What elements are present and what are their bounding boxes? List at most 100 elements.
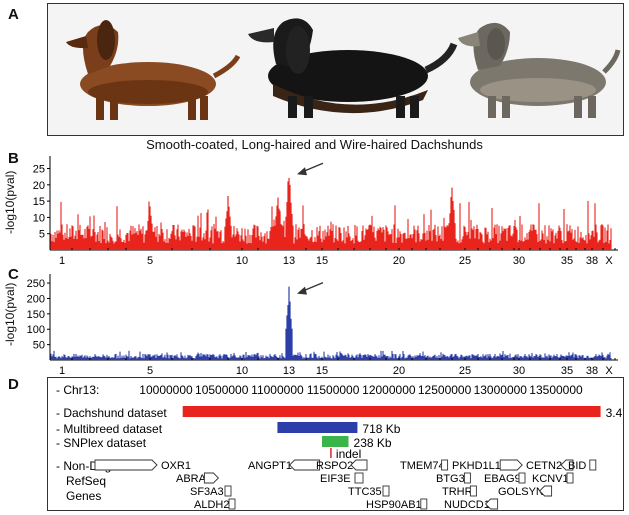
y-tick-label: 200 (27, 293, 45, 305)
x-tick-label: 13 (283, 255, 295, 267)
dataset-bar (322, 436, 349, 447)
x-tick-label: X (605, 365, 613, 376)
dog-illustrations (66, 18, 621, 120)
y-tick-label: 50 (33, 340, 45, 352)
gene-box (203, 472, 220, 484)
position-tick-label: 10500000 (195, 383, 249, 397)
gene-label: HSP90AB1 (366, 499, 422, 510)
gene-box (484, 498, 499, 510)
gene-box (589, 459, 597, 471)
indel-label: indel (336, 447, 361, 461)
data-series (50, 350, 612, 360)
position-tick-label: 12500000 (418, 383, 472, 397)
x-tick-label: 13 (283, 365, 295, 376)
x-tick-label: X (605, 255, 613, 267)
y-tick-label: 5 (39, 229, 45, 241)
y-tick-label: 15 (33, 196, 45, 208)
gene-box (288, 459, 321, 471)
smooth-coated-dog (66, 20, 241, 120)
x-tick-label: 25 (459, 365, 471, 376)
gene-label: ABRA (176, 473, 207, 485)
locus-panel: - Chr13: 10000000 10500000 11000000 11500000… (47, 377, 629, 511)
gene-box (228, 498, 236, 510)
y-tick-label: 100 (27, 324, 45, 336)
gene-label: RSPO2 (316, 460, 353, 472)
gene-box (350, 459, 368, 471)
y-tick-label: 10 (33, 212, 45, 224)
dataset-size-label: 718 Kb (362, 422, 400, 436)
gene-box (224, 485, 232, 497)
gene-label: GOLSYN (498, 486, 544, 498)
y-tick-label: 25 (33, 164, 45, 176)
position-tick-label: 11000000 (251, 383, 304, 397)
y-tick-label: 250 (27, 278, 45, 290)
gene-box (441, 459, 449, 471)
gene-label: BTG3 (436, 473, 465, 485)
gene-label: EBAG9 (484, 473, 521, 485)
panel-label-b: B (8, 150, 19, 167)
position-tick-label: 13500000 (529, 383, 583, 397)
genes-label: Genes (66, 489, 101, 503)
data-series (50, 200, 612, 250)
position-tick-label: 10000000 (139, 383, 193, 397)
panel-label-d: D (8, 376, 19, 393)
gene-box (382, 485, 390, 497)
gene-label: SF3A3 (190, 486, 224, 498)
gene-label: TMEM74 (400, 460, 445, 472)
gene-box (538, 485, 553, 497)
gene-box (469, 485, 477, 497)
gene-label: OXR1 (161, 460, 191, 472)
gene-label: TRHR (442, 486, 473, 498)
chr-axis-label: - Chr13: (56, 383, 99, 397)
position-tick-label: 13000000 (474, 383, 528, 397)
genes-label: RefSeq (66, 474, 106, 488)
x-tick-label: 1 (59, 365, 65, 376)
gene-box (560, 459, 574, 471)
gene-label: ANGPT1 (248, 460, 292, 472)
dachshund-photos (47, 3, 624, 136)
dataset-size-label: 238 Kb (354, 436, 392, 450)
gene-label: KCNV1 (532, 473, 569, 485)
panel-label-a: A (8, 6, 19, 23)
wire-haired-dog (458, 22, 621, 118)
arrow-head (297, 167, 307, 176)
long-haired-dog (248, 18, 458, 118)
x-tick-label: 10 (236, 255, 248, 267)
x-tick-label: 15 (316, 255, 328, 267)
x-tick-label: 35 (561, 365, 573, 376)
gene-box (499, 459, 523, 471)
panel-label-c: C (8, 266, 19, 283)
gene-label: TTC35 (348, 486, 382, 498)
dataset-bar (277, 422, 358, 433)
gene-box (518, 472, 526, 484)
x-tick-label: 5 (147, 365, 153, 376)
y-tick-label: 150 (27, 309, 45, 321)
x-tick-label: 20 (393, 255, 405, 267)
gene-label: EIF3E (320, 473, 351, 485)
y-tick-label: 20 (33, 180, 45, 192)
x-tick-label: 1 (59, 255, 65, 267)
position-tick-label: 12000000 (362, 383, 416, 397)
x-tick-label: 38 (586, 365, 598, 376)
x-tick-label: 30 (513, 255, 525, 267)
dataset-label: - SNPlex dataset (56, 436, 147, 450)
arrow-head (297, 286, 307, 295)
x-tick-label: 38 (586, 255, 598, 267)
gene-box (463, 472, 471, 484)
gene-box (566, 472, 574, 484)
gene-label: PKHD1L1 (452, 460, 501, 472)
photo-caption: Smooth-coated, Long-haired and Wire-hair… (146, 137, 483, 152)
x-tick-label: 15 (316, 365, 328, 376)
dataset-label: - Multibreed dataset (56, 422, 163, 436)
x-tick-label: 10 (236, 365, 248, 376)
x-tick-label: 25 (459, 255, 471, 267)
gene-box (94, 459, 158, 471)
x-tick-label: 30 (513, 365, 525, 376)
gene-label: CETN2 (526, 460, 562, 472)
dataset-bar (182, 406, 601, 417)
x-tick-label: 20 (393, 365, 405, 376)
x-tick-label: 5 (147, 255, 153, 267)
gene-box (420, 498, 428, 510)
